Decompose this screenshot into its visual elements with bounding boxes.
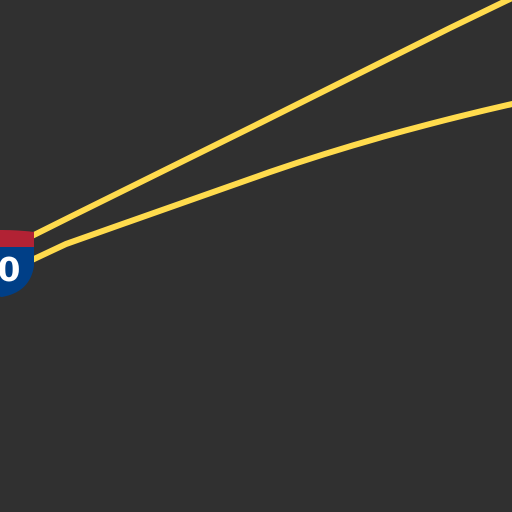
shield-route-number: 0 [0, 250, 20, 289]
